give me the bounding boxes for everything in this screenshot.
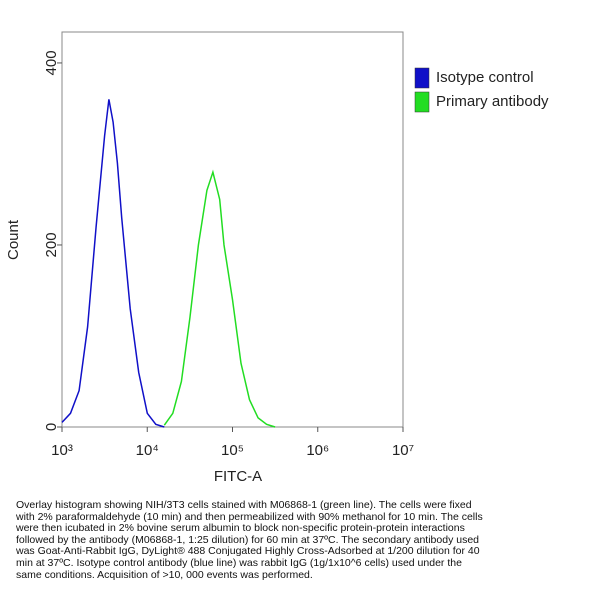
caption-line: Overlay histogram showing NIH/3T3 cells …: [16, 499, 472, 511]
caption-line: was Goat-Anti-Rabbit IgG, DyLight® 488 C…: [16, 545, 480, 558]
x-tick-label: 10⁵: [221, 442, 244, 459]
caption-line: with 2% paraformaldehyde (10 min) and th…: [16, 510, 483, 523]
y-tick-label: 400: [43, 50, 60, 75]
y-axis-label: Count: [5, 219, 22, 260]
legend-label: Primary antibody: [436, 93, 549, 110]
x-tick-label: 10⁷: [392, 442, 414, 459]
caption-line: followed by the antibody (M06868-1, 1:25…: [16, 533, 480, 546]
histogram-line: [163, 169, 276, 428]
caption-line: min at 37ºC. Isotype control antibody (b…: [16, 556, 462, 569]
x-tick-label: 10⁴: [136, 442, 159, 459]
chart: FITC-A Count 0 200 400 10³ 10⁴ 10⁵ 10⁶ 10⁷ Isoty…: [5, 31, 549, 485]
legend-swatch: [414, 91, 430, 113]
caption-line: were then icubated in 2% bovine serum al…: [16, 522, 465, 535]
y-tick-label: 0: [43, 423, 60, 431]
histogram-line: [61, 99, 165, 428]
x-tick-label: 10³: [51, 442, 73, 459]
y-tick-label: 200: [43, 232, 60, 257]
caption: Overlay histogram showing NIH/3T3 cells …: [16, 499, 596, 581]
legend-label: Isotype control: [436, 69, 534, 86]
x-axis-label: FITC-A: [214, 468, 262, 485]
legend-swatch: [414, 67, 430, 89]
plot-frame: [61, 31, 404, 428]
x-tick-label: 10⁶: [306, 442, 329, 459]
caption-line: same conditions. Acquisition of >10, 000…: [16, 568, 313, 581]
